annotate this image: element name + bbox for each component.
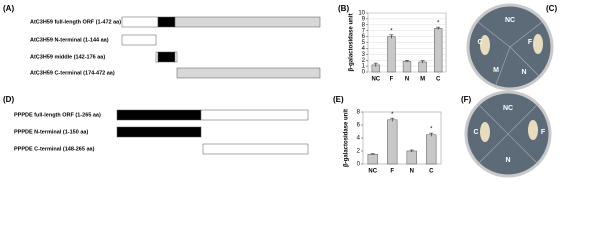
construct-label: PPPDE full-length ORF (1-265 aa)	[14, 112, 101, 118]
plate-label: NC	[505, 17, 515, 24]
bar	[418, 61, 427, 73]
y-tick-label: 0	[362, 70, 366, 76]
y-tick-label: 1	[362, 64, 366, 70]
panel-label: (D)	[3, 95, 14, 104]
y-tick-label: 0	[357, 162, 361, 168]
y-tick-label: 9	[362, 16, 366, 22]
x-tick-label: F	[390, 77, 394, 83]
bar	[402, 61, 412, 73]
bar	[426, 134, 437, 165]
plate-photo	[464, 90, 552, 178]
bar	[406, 150, 417, 165]
bar	[387, 36, 396, 73]
x-tick-label: NC	[368, 169, 377, 175]
panel-label: (C)	[546, 4, 557, 13]
bar	[434, 28, 443, 73]
construct-label: PPPDE N-terminal (1-150 aa)	[14, 129, 88, 135]
construct-diagrams	[116, 109, 309, 155]
x-tick-label: NC	[371, 77, 380, 83]
plate-label: NC	[503, 105, 513, 112]
significance-marker: *	[430, 127, 433, 133]
plate-label: C	[477, 39, 482, 46]
x-tick-label: N	[410, 169, 414, 175]
y-tick-label: 6	[362, 34, 366, 40]
y-tick-label: 6	[357, 123, 361, 129]
figure: (A) AtC3H59 full-length ORF (1-472 aa) A…	[3, 3, 557, 178]
bar	[387, 119, 398, 165]
significance-marker: *	[437, 21, 440, 27]
x-tick-label: N	[405, 77, 409, 83]
y-tick-label: 2	[357, 149, 361, 155]
bar	[367, 154, 378, 165]
y-tick-label: 10	[358, 11, 365, 17]
panel-label: (F)	[461, 95, 472, 104]
plate-label: M	[493, 67, 499, 74]
y-tick-label: 4	[357, 136, 361, 142]
plate-photo	[466, 3, 554, 91]
x-tick-label: C	[436, 77, 441, 83]
construct-label: AtC3H59 full-length ORF (1-472 aa)	[30, 19, 121, 25]
x-tick-label: F	[390, 169, 394, 175]
plate-label: N	[521, 69, 526, 76]
panel-label: (A)	[3, 4, 14, 13]
y-tick-label: 5	[362, 40, 366, 46]
significance-marker: *	[390, 28, 393, 34]
plate-label: C	[473, 129, 478, 136]
plate-label: F	[528, 39, 533, 46]
y-tick-label: 8	[357, 110, 361, 116]
plate-label: N	[505, 157, 510, 164]
y-tick-label: 4	[362, 46, 366, 52]
construct-diagrams	[121, 16, 321, 79]
panel-label: (B)	[338, 4, 349, 13]
significance-marker: *	[391, 112, 394, 118]
plate-label: F	[541, 129, 546, 136]
y-tick-label: 2	[362, 58, 366, 64]
y-tick-label: 7	[362, 28, 366, 34]
x-tick-label: M	[420, 77, 425, 83]
construct-label: AtC3H59 middle (142-176 aa)	[30, 54, 105, 60]
construct-label: AtC3H59 C-terminal (174-472 aa)	[30, 70, 115, 76]
x-tick-label: C	[429, 169, 434, 175]
y-tick-label: 3	[362, 52, 366, 58]
y-tick-label: 8	[362, 22, 366, 28]
construct-label: PPPDE C-terminal (148-265 aa)	[14, 146, 95, 152]
y-axis-label: β-galactosidase unit	[349, 13, 355, 71]
panel-label: (E)	[333, 95, 344, 104]
construct-label: AtC3H59 N-terminal (1-144 aa)	[30, 37, 109, 43]
y-axis-label: β-galactosidase unit	[344, 109, 350, 167]
